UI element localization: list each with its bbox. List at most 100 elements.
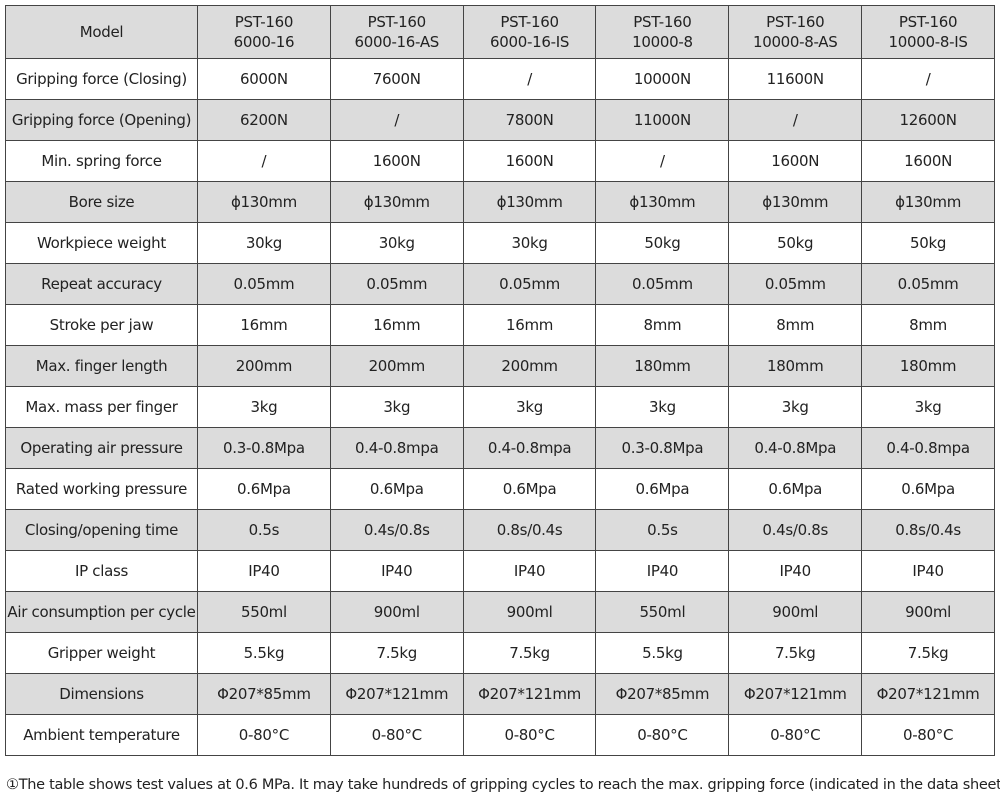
model-name-line: PST-160: [500, 13, 559, 31]
footnote: ①The table shows test values at 0.6 MPa.…: [6, 777, 1000, 793]
table-cell: 0.4s/0.8s: [329, 509, 464, 551]
table-cell: 0.4-0.8mpa: [329, 427, 464, 469]
table-cell: 7.5kg: [329, 632, 464, 674]
header-label: Model: [5, 5, 198, 59]
model-name-line: 6000-16-AS: [354, 33, 440, 51]
table-cell: 0.05mm: [595, 263, 730, 305]
model-name-line: PST-160: [234, 13, 294, 31]
row-label: Max. mass per finger: [5, 386, 198, 428]
table-cell: IP40: [462, 550, 597, 592]
table-cell: 0.6Mpa: [462, 468, 597, 510]
table-cell: 0.6Mpa: [197, 468, 331, 510]
table-cell: 7.5kg: [462, 632, 597, 674]
table-cell: 30kg: [462, 222, 597, 264]
header-row: Model PST-160 6000-16 PST-160 6000-16-AS PST…: [5, 5, 995, 59]
table-cell: /: [595, 140, 730, 182]
table-cell: 0.4-0.8mpa: [861, 427, 995, 469]
table-cell: 8mm: [861, 304, 995, 346]
table-cell: 0.6Mpa: [861, 468, 995, 510]
table-cell: IP40: [728, 550, 863, 592]
table-row: Operating air pressure 0.3-0.8Mpa 0.4-0.8m…: [5, 427, 995, 469]
table-cell: 200mm: [197, 345, 331, 387]
table-cell: 16mm: [462, 304, 597, 346]
row-label: Ambient temperature: [5, 714, 198, 756]
model-name-line: 6000-16: [233, 33, 295, 51]
table-cell: 8mm: [595, 304, 730, 346]
table-cell: 0-80°C: [595, 714, 730, 756]
row-label: IP class: [5, 550, 198, 592]
table-cell: 50kg: [595, 222, 730, 264]
table-row: Workpiece weight 30kg 30kg 30kg 50kg 50kg 50kg: [5, 222, 995, 264]
table-cell: IP40: [197, 550, 331, 592]
table-cell: 5.5kg: [197, 632, 331, 674]
table-cell: 30kg: [197, 222, 331, 264]
table-cell: 6000N: [197, 58, 331, 100]
model-name-line: PST-160: [367, 13, 427, 31]
table-cell: 0.6Mpa: [329, 468, 464, 510]
table-cell: Φ207*121mm: [861, 673, 995, 715]
table-cell: Φ207*121mm: [728, 673, 863, 715]
table-cell: 16mm: [197, 304, 331, 346]
table-cell: 0.05mm: [462, 263, 597, 305]
table-cell: ϕ130mm: [329, 181, 464, 223]
model-header: PST-160 10000-8-AS: [728, 5, 863, 59]
table-cell: 0.5s: [197, 509, 331, 551]
table-cell: 1600N: [329, 140, 464, 182]
row-label: Operating air pressure: [5, 427, 198, 469]
table-cell: 1600N: [462, 140, 597, 182]
model-name-line: 10000-8: [632, 33, 693, 51]
table-cell: 0.3-0.8Mpa: [595, 427, 730, 469]
row-label: Gripping force (Closing): [5, 58, 198, 100]
table-row: Gripper weight 5.5kg 7.5kg 7.5kg 5.5kg 7.5kg 7…: [5, 632, 995, 674]
row-label: Stroke per jaw: [5, 304, 198, 346]
table-row: Rated working pressure 0.6Mpa 0.6Mpa 0.6Mpa…: [5, 468, 995, 510]
model-name-line: 10000-8-IS: [888, 33, 968, 51]
row-label: Closing/opening time: [5, 509, 198, 551]
table-row: Repeat accuracy 0.05mm 0.05mm 0.05mm 0.05mm 0…: [5, 263, 995, 305]
table-cell: /: [197, 140, 331, 182]
table-cell: 5.5kg: [595, 632, 730, 674]
table-cell: 180mm: [728, 345, 863, 387]
table-row: Ambient temperature 0-80°C 0-80°C 0-80°C 0-8…: [5, 714, 995, 756]
table-cell: 0.05mm: [728, 263, 863, 305]
table-cell: IP40: [329, 550, 464, 592]
table-cell: 16mm: [329, 304, 464, 346]
table-cell: 0.4s/0.8s: [728, 509, 863, 551]
table-row: Max. finger length 200mm 200mm 200mm 180mm 18…: [5, 345, 995, 387]
table-cell: 900ml: [861, 591, 995, 633]
table-cell: /: [728, 99, 863, 141]
table-cell: 0-80°C: [462, 714, 597, 756]
table-row: IP class IP40 IP40 IP40 IP40 IP40 IP40: [5, 550, 995, 592]
table-row: Max. mass per finger 3kg 3kg 3kg 3kg 3kg 3kg: [5, 386, 995, 428]
model-name-line: PST-160: [766, 13, 825, 31]
table-cell: 0-80°C: [728, 714, 863, 756]
row-label: Gripping force (Opening): [5, 99, 198, 141]
model-header: PST-160 6000-16-AS: [329, 5, 464, 59]
model-header: PST-160 6000-16-IS: [462, 5, 597, 59]
table-row: Min. spring force/1600N 1600N/1600N 1600N: [5, 140, 995, 182]
table-cell: 0.4-0.8Mpa: [728, 427, 863, 469]
model-name-line: 6000-16-IS: [490, 33, 570, 51]
table-cell: 12600N: [861, 99, 995, 141]
table-cell: 7800N: [462, 99, 597, 141]
table-cell: ϕ130mm: [595, 181, 730, 223]
model-header: PST-160 6000-16: [197, 5, 331, 59]
table-cell: ϕ130mm: [462, 181, 597, 223]
table-row: Gripping force (Opening) 6200N/7800N 11000…: [5, 99, 995, 141]
table-cell: 50kg: [728, 222, 863, 264]
model-name-line: 10000-8-AS: [752, 33, 838, 51]
table-cell: 900ml: [728, 591, 863, 633]
table-row: Gripping force (Closing) 6000N 7600N/10000…: [5, 58, 995, 100]
table-cell: 200mm: [329, 345, 464, 387]
table-cell: 0.3-0.8Mpa: [197, 427, 331, 469]
row-label: Max. finger length: [5, 345, 198, 387]
table-cell: 180mm: [861, 345, 995, 387]
table-cell: 3kg: [462, 386, 597, 428]
model-name-line: PST-160: [898, 13, 958, 31]
table-cell: 900ml: [462, 591, 597, 633]
table-cell: 3kg: [329, 386, 464, 428]
table-cell: Φ207*121mm: [329, 673, 464, 715]
table-cell: ϕ130mm: [861, 181, 995, 223]
table-cell: Φ207*85mm: [197, 673, 331, 715]
row-label: Workpiece weight: [5, 222, 198, 264]
